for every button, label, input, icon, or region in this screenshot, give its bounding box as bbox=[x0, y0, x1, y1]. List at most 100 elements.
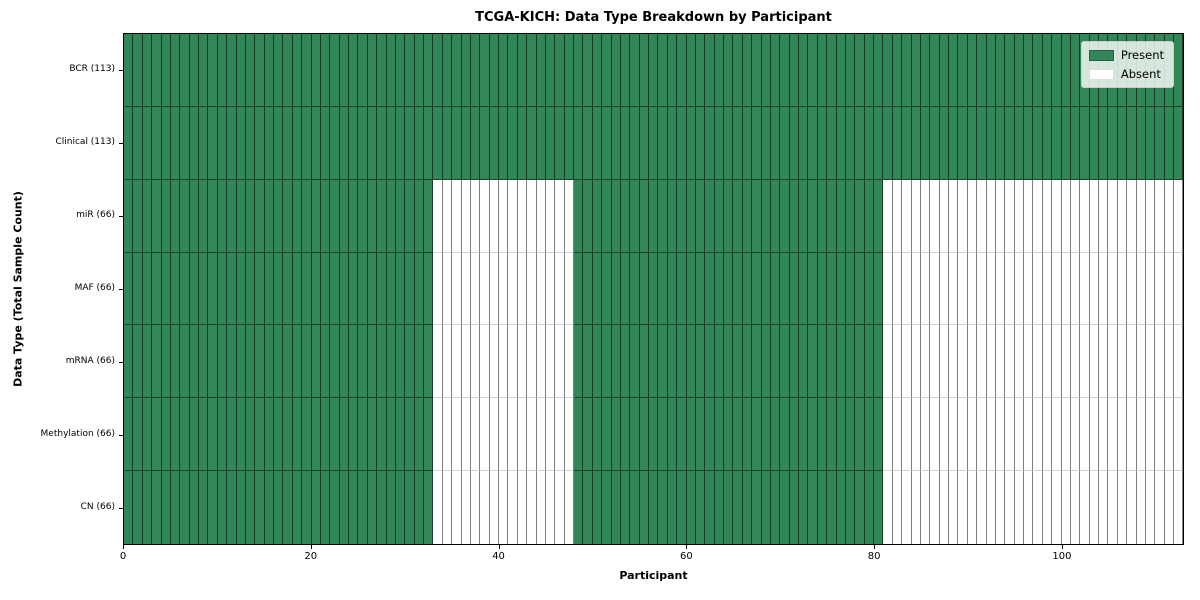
heatmap-cell bbox=[658, 398, 668, 472]
heatmap-cell bbox=[1099, 325, 1109, 399]
heatmap-cell bbox=[311, 398, 321, 472]
heatmap-cell bbox=[1080, 471, 1090, 545]
heatmap-cell bbox=[499, 179, 509, 253]
heatmap-cell bbox=[470, 471, 481, 545]
heatmap-cell bbox=[311, 325, 321, 399]
heatmap-cell bbox=[124, 34, 134, 107]
heatmap-cell bbox=[1014, 106, 1024, 180]
heatmap-cell bbox=[770, 252, 781, 326]
y-tick-label: CN (66) bbox=[80, 502, 115, 513]
heatmap-cell bbox=[142, 106, 153, 180]
heatmap-cell bbox=[1042, 325, 1053, 399]
heatmap-cell bbox=[442, 106, 453, 180]
heatmap-cell bbox=[789, 325, 799, 399]
heatmap-cell bbox=[789, 471, 799, 545]
heatmap-cell bbox=[517, 325, 528, 399]
heatmap-cell bbox=[949, 34, 959, 107]
heatmap-cell bbox=[883, 398, 893, 472]
heatmap-cell bbox=[199, 252, 209, 326]
heatmap-cell bbox=[152, 179, 162, 253]
heatmap-cell bbox=[499, 398, 509, 472]
heatmap-cell bbox=[320, 252, 331, 326]
heatmap-cell bbox=[770, 398, 781, 472]
heatmap-cell bbox=[817, 34, 828, 107]
heatmap-cell bbox=[677, 398, 687, 472]
heatmap-cell bbox=[386, 471, 396, 545]
heatmap-cell bbox=[142, 34, 153, 107]
heatmap-cell bbox=[255, 471, 265, 545]
heatmap-cell bbox=[442, 325, 453, 399]
heatmap-cell bbox=[658, 34, 668, 107]
heatmap-cell bbox=[583, 325, 593, 399]
heatmap-cell bbox=[874, 179, 884, 253]
heatmap-cell bbox=[236, 106, 246, 180]
heatmap-cell bbox=[724, 471, 734, 545]
heatmap-cell bbox=[1117, 179, 1128, 253]
heatmap-cell bbox=[358, 34, 368, 107]
heatmap-cell bbox=[320, 34, 331, 107]
heatmap-cell bbox=[958, 398, 968, 472]
heatmap-cell bbox=[639, 179, 649, 253]
heatmap-cell bbox=[358, 471, 368, 545]
heatmap-cell bbox=[705, 179, 715, 253]
heatmap-cell bbox=[142, 252, 153, 326]
heatmap-cell bbox=[592, 398, 603, 472]
heatmap-cell bbox=[1061, 106, 1071, 180]
heatmap-cell bbox=[433, 252, 443, 326]
heatmap-cell bbox=[489, 34, 499, 107]
heatmap-cell bbox=[236, 252, 246, 326]
heatmap-cell bbox=[949, 106, 959, 180]
heatmap-cell bbox=[480, 34, 490, 107]
heatmap-cell bbox=[1052, 471, 1062, 545]
heatmap-cell bbox=[986, 325, 996, 399]
heatmap-cell bbox=[227, 252, 237, 326]
heatmap-cell bbox=[217, 398, 228, 472]
y-tick-mark bbox=[119, 435, 123, 437]
heatmap-cell bbox=[977, 252, 987, 326]
heatmap-cell bbox=[245, 471, 256, 545]
heatmap-cell bbox=[1136, 398, 1146, 472]
heatmap-cell bbox=[686, 106, 696, 180]
heatmap-cell bbox=[133, 398, 143, 472]
y-tick-mark bbox=[119, 142, 123, 144]
heatmap-cell bbox=[724, 325, 734, 399]
heatmap-cell bbox=[555, 252, 565, 326]
heatmap-cell bbox=[133, 471, 143, 545]
heatmap-cell bbox=[545, 252, 556, 326]
heatmap-cell bbox=[799, 471, 809, 545]
heatmap-cell bbox=[761, 252, 771, 326]
heatmap-cell bbox=[339, 398, 349, 472]
heatmap-cell bbox=[780, 398, 790, 472]
heatmap-cell bbox=[170, 106, 181, 180]
heatmap-cell bbox=[892, 398, 903, 472]
heatmap-cell bbox=[583, 106, 593, 180]
heatmap-cell bbox=[658, 106, 668, 180]
x-axis-label: Participant bbox=[619, 569, 688, 582]
heatmap-cell bbox=[517, 179, 528, 253]
heatmap-cell bbox=[949, 252, 959, 326]
heatmap-cell bbox=[395, 252, 406, 326]
heatmap-cell bbox=[302, 325, 312, 399]
heatmap-cell bbox=[995, 471, 1006, 545]
heatmap-cell bbox=[630, 34, 640, 107]
heatmap-cell bbox=[1164, 179, 1174, 253]
heatmap-cell bbox=[433, 325, 443, 399]
heatmap-cell bbox=[602, 398, 612, 472]
heatmap-cell bbox=[695, 179, 706, 253]
heatmap-cell bbox=[574, 252, 584, 326]
heatmap-cell bbox=[339, 179, 349, 253]
heatmap-cell bbox=[1005, 252, 1015, 326]
heatmap-cell bbox=[977, 106, 987, 180]
heatmap-cell bbox=[827, 252, 837, 326]
heatmap-cell bbox=[442, 398, 453, 472]
heatmap-cell bbox=[217, 34, 228, 107]
heatmap-cell bbox=[724, 398, 734, 472]
heatmap-cell bbox=[649, 106, 659, 180]
heatmap-cell bbox=[452, 34, 462, 107]
heatmap-cell bbox=[499, 106, 509, 180]
heatmap-cell bbox=[1042, 106, 1053, 180]
heatmap-cell bbox=[911, 252, 921, 326]
heatmap-cell bbox=[789, 252, 799, 326]
heatmap-cell bbox=[124, 325, 134, 399]
heatmap-cell bbox=[358, 106, 368, 180]
